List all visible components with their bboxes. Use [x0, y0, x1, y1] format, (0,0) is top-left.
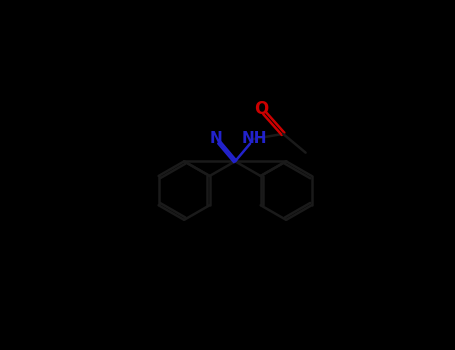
Text: O: O	[254, 100, 268, 118]
Text: N: N	[210, 132, 222, 146]
Text: NH: NH	[241, 132, 267, 146]
